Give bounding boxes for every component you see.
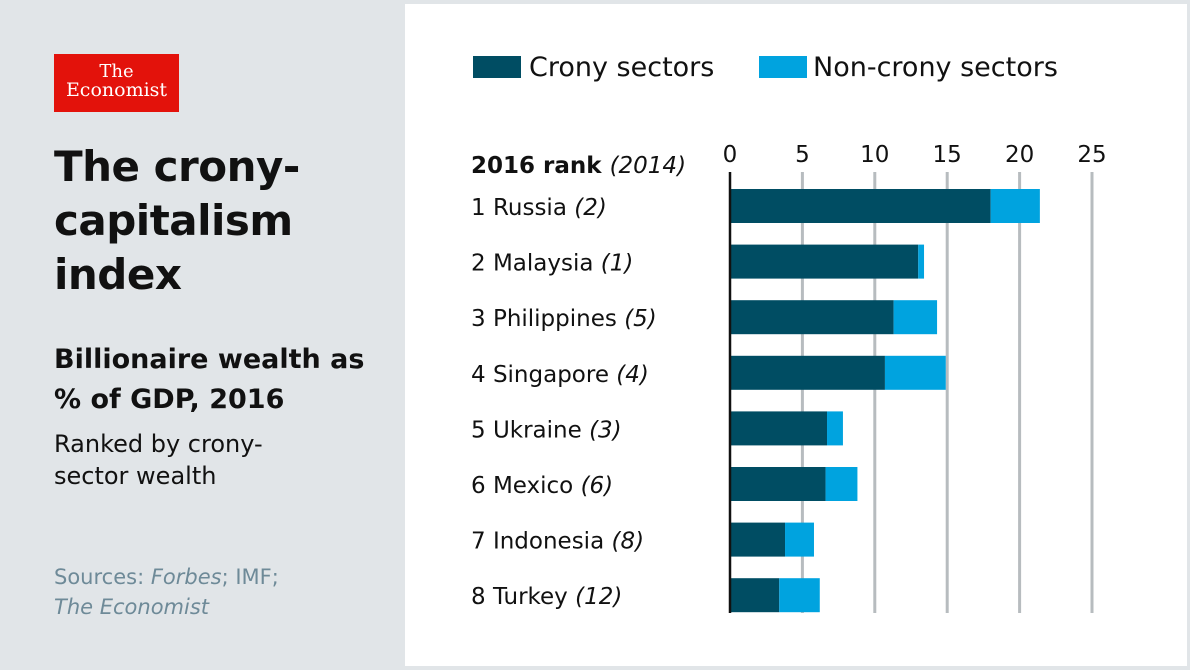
category-labels: 1 Russia (2) 2 Malaysia (1) 3 Philippines … bbox=[471, 195, 657, 610]
bar-noncrony-ukraine bbox=[827, 411, 843, 446]
bar-crony-indonesia bbox=[730, 522, 786, 557]
chart-subtitle: Billionaire wealth as % of GDP, 2016 bbox=[54, 340, 394, 420]
rank-header: 2016 rank (2014) bbox=[471, 153, 686, 179]
gridlines bbox=[800, 172, 1094, 613]
sources: Sources: Forbes; IMF; The Economist bbox=[54, 562, 394, 622]
subtitle-line-2: % of GDP, 2016 bbox=[54, 384, 285, 415]
legend-label-noncrony: Non-crony sectors bbox=[813, 52, 1058, 83]
logo-line-1: The bbox=[99, 61, 134, 82]
left-panel: The Economist The crony- capitalism inde… bbox=[0, 0, 405, 670]
bar-crony-turkey bbox=[730, 578, 780, 613]
rank-header-label: 2016 rank (2014) bbox=[471, 153, 686, 179]
bar-noncrony-indonesia bbox=[785, 522, 814, 557]
bar-crony-russia bbox=[730, 189, 991, 223]
bar-noncrony-malaysia bbox=[918, 244, 925, 279]
category-label-mexico: 6 Mexico (6) bbox=[471, 473, 613, 499]
sources-mid: ; IMF; bbox=[221, 565, 279, 589]
bar-noncrony-mexico bbox=[825, 467, 858, 501]
legend: Crony sectors Non-crony sectors bbox=[473, 52, 1058, 83]
tick-label-25: 25 bbox=[1077, 142, 1106, 168]
bar-crony-malaysia bbox=[730, 244, 919, 279]
sources-forbes: Forbes bbox=[150, 565, 222, 589]
bar-crony-philippines bbox=[730, 300, 894, 335]
category-label-turkey: 8 Turkey (12) bbox=[471, 584, 622, 610]
tick-label-15: 15 bbox=[933, 142, 962, 168]
category-label-philippines: 3 Philippines (5) bbox=[471, 306, 657, 332]
bar-crony-singapore bbox=[730, 355, 885, 390]
subtitle-line-1: Billionaire wealth as bbox=[54, 344, 365, 375]
sources-line-1: Sources: Forbes; IMF; bbox=[54, 562, 394, 592]
category-label-indonesia: 7 Indonesia (8) bbox=[471, 529, 644, 555]
sources-prefix: Sources: bbox=[54, 565, 151, 589]
x-axis-ticks: 0 5 10 15 20 25 bbox=[723, 142, 1107, 168]
ranking-note: Ranked by crony- sector wealth bbox=[54, 428, 394, 492]
chart-panel: Crony sectors Non-crony sectors 0 5 10 15 20 2… bbox=[405, 4, 1187, 666]
economist-logo: The Economist bbox=[54, 54, 179, 112]
sources-line-2: The Economist bbox=[54, 592, 394, 622]
tick-label-5: 5 bbox=[795, 142, 810, 168]
title-line-2: capitalism bbox=[54, 196, 293, 245]
tick-label-20: 20 bbox=[1005, 142, 1034, 168]
bar-noncrony-russia bbox=[990, 189, 1040, 223]
bar-noncrony-turkey bbox=[779, 578, 820, 613]
title-line-1: The crony- bbox=[54, 142, 300, 191]
tick-label-10: 10 bbox=[860, 142, 889, 168]
bar-crony-mexico bbox=[730, 467, 826, 501]
category-label-ukraine: 5 Ukraine (3) bbox=[471, 417, 622, 443]
bar-crony-ukraine bbox=[730, 411, 828, 446]
category-label-malaysia: 2 Malaysia (1) bbox=[471, 251, 633, 277]
legend-swatch-crony bbox=[473, 56, 521, 78]
bar-noncrony-philippines bbox=[893, 300, 938, 335]
bar-noncrony-singapore bbox=[884, 355, 946, 390]
bars bbox=[728, 172, 1040, 613]
note-line-2: sector wealth bbox=[54, 462, 217, 490]
bar-chart: Crony sectors Non-crony sectors 0 5 10 15 20 2… bbox=[471, 52, 1107, 613]
chart-title: The crony- capitalism index bbox=[54, 140, 384, 302]
title-line-3: index bbox=[54, 250, 182, 299]
legend-swatch-noncrony bbox=[759, 56, 807, 78]
category-label-russia: 1 Russia (2) bbox=[471, 195, 607, 221]
sources-economist: The Economist bbox=[54, 595, 210, 619]
note-line-1: Ranked by crony- bbox=[54, 430, 263, 458]
legend-label-crony: Crony sectors bbox=[529, 52, 714, 83]
tick-label-0: 0 bbox=[723, 142, 738, 168]
category-label-singapore: 4 Singapore (4) bbox=[471, 362, 649, 388]
logo-line-2: Economist bbox=[65, 79, 168, 101]
